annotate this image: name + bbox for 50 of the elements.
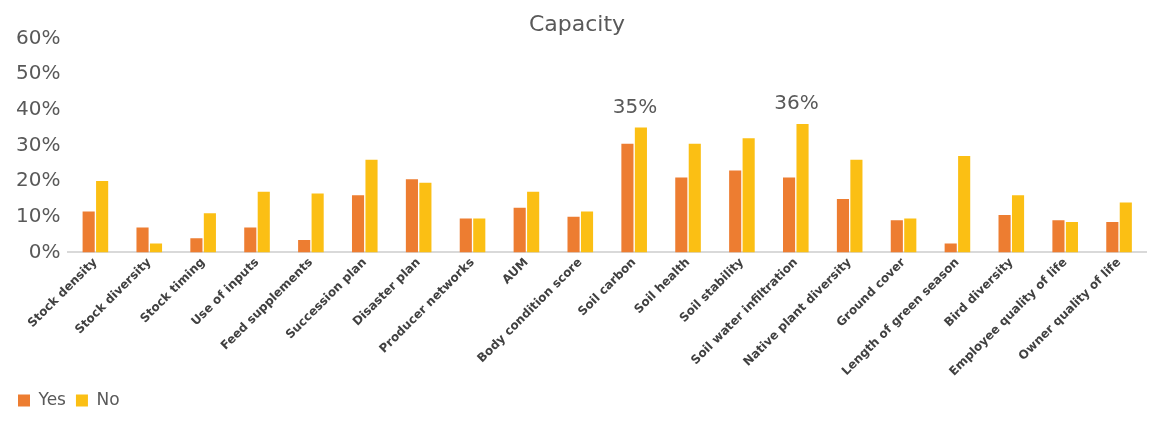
bar — [729, 170, 742, 253]
data-label: 36% — [774, 90, 819, 115]
y-tick-label: 10% — [16, 202, 61, 227]
bar — [311, 193, 324, 253]
bar — [783, 177, 796, 253]
bar — [1106, 222, 1119, 253]
bar — [742, 138, 755, 253]
bar — [298, 239, 311, 253]
y-tick-label: 0% — [28, 238, 61, 263]
bar — [351, 195, 365, 253]
bar — [365, 159, 378, 253]
bar — [1065, 222, 1078, 253]
chart-title: Capacity — [528, 10, 626, 36]
y-tick-label: 20% — [16, 167, 61, 192]
bar — [958, 156, 971, 253]
y-tick-label: 40% — [16, 95, 61, 120]
bar — [904, 218, 917, 253]
bar — [1119, 202, 1132, 253]
bar — [190, 238, 203, 253]
bar — [688, 143, 701, 253]
bar — [527, 191, 540, 253]
legend-label: Yes — [37, 388, 67, 409]
bar — [580, 211, 594, 253]
data-label: 35% — [612, 93, 658, 118]
legend-label: No — [96, 388, 120, 409]
bar — [82, 211, 95, 253]
bar — [419, 182, 432, 253]
bar — [257, 191, 270, 253]
bar — [850, 159, 863, 253]
bar — [796, 124, 809, 253]
y-tick-label: 60% — [16, 24, 61, 49]
bar — [136, 227, 149, 253]
bar — [96, 181, 109, 253]
bar — [634, 127, 647, 253]
bar — [1052, 220, 1065, 253]
bar — [203, 213, 216, 253]
bar — [890, 220, 903, 253]
bar — [405, 179, 418, 253]
bar — [513, 207, 526, 253]
bar — [621, 143, 634, 253]
bar — [459, 218, 472, 253]
bar — [244, 227, 257, 253]
bar — [675, 177, 688, 253]
bar — [567, 216, 580, 253]
y-tick-label: 50% — [16, 60, 61, 85]
bar — [473, 218, 486, 253]
bar — [836, 198, 849, 253]
bar — [1011, 195, 1025, 253]
y-tick-label: 30% — [16, 131, 61, 156]
bar — [998, 214, 1011, 253]
